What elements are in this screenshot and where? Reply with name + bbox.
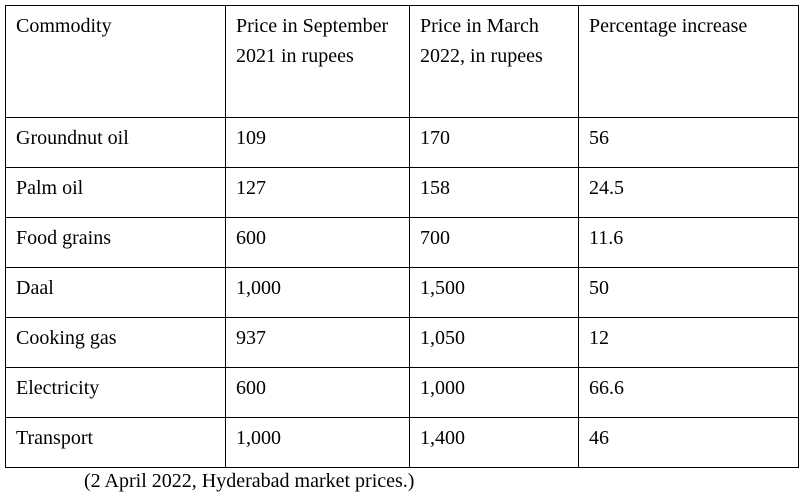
header-price-march-2022: Price in March 2022, in rupees	[409, 5, 579, 118]
cell-percentage-increase: 50	[578, 267, 799, 318]
table-header-row: Commodity Price in September 2021 in rup…	[5, 5, 799, 118]
cell-price-september-2021: 600	[225, 367, 410, 418]
table-row: Electricity 600 1,000 66.6	[5, 367, 799, 418]
table-row: Groundnut oil 109 170 56	[5, 117, 799, 168]
header-percentage-increase: Percentage increase	[578, 5, 799, 118]
cell-price-september-2021: 109	[225, 117, 410, 168]
header-commodity: Commodity	[5, 5, 226, 118]
cell-price-september-2021: 600	[225, 217, 410, 268]
cell-price-march-2022: 158	[409, 167, 579, 218]
cell-price-march-2022: 170	[409, 117, 579, 168]
price-table: Commodity Price in September 2021 in rup…	[5, 5, 799, 468]
cell-commodity: Daal	[5, 267, 226, 318]
cell-percentage-increase: 66.6	[578, 367, 799, 418]
cell-price-march-2022: 700	[409, 217, 579, 268]
table-row: Palm oil 127 158 24.5	[5, 167, 799, 218]
cell-percentage-increase: 12	[578, 317, 799, 368]
cell-commodity: Transport	[5, 417, 226, 468]
cell-commodity: Palm oil	[5, 167, 226, 218]
table-row: Daal 1,000 1,500 50	[5, 267, 799, 318]
header-price-september-2021: Price in September 2021 in rupees	[225, 5, 410, 118]
table-row: Food grains 600 700 11.6	[5, 217, 799, 268]
cell-price-september-2021: 937	[225, 317, 410, 368]
cell-commodity: Food grains	[5, 217, 226, 268]
cell-price-september-2021: 1,000	[225, 267, 410, 318]
table-row: Cooking gas 937 1,050 12	[5, 317, 799, 368]
cell-price-september-2021: 1,000	[225, 417, 410, 468]
cell-price-march-2022: 1,500	[409, 267, 579, 318]
cell-percentage-increase: 56	[578, 117, 799, 168]
cell-commodity: Groundnut oil	[5, 117, 226, 168]
table-row: Transport 1,000 1,400 46	[5, 417, 799, 468]
cell-price-march-2022: 1,050	[409, 317, 579, 368]
table-body: Commodity Price in September 2021 in rup…	[5, 5, 799, 468]
cell-price-september-2021: 127	[225, 167, 410, 218]
cell-commodity: Cooking gas	[5, 317, 226, 368]
cell-price-march-2022: 1,400	[409, 417, 579, 468]
cell-commodity: Electricity	[5, 367, 226, 418]
cell-price-march-2022: 1,000	[409, 367, 579, 418]
cell-percentage-increase: 46	[578, 417, 799, 468]
cell-percentage-increase: 11.6	[578, 217, 799, 268]
table-caption: (2 April 2022, Hyderabad market prices.)	[84, 470, 415, 492]
cell-percentage-increase: 24.5	[578, 167, 799, 218]
